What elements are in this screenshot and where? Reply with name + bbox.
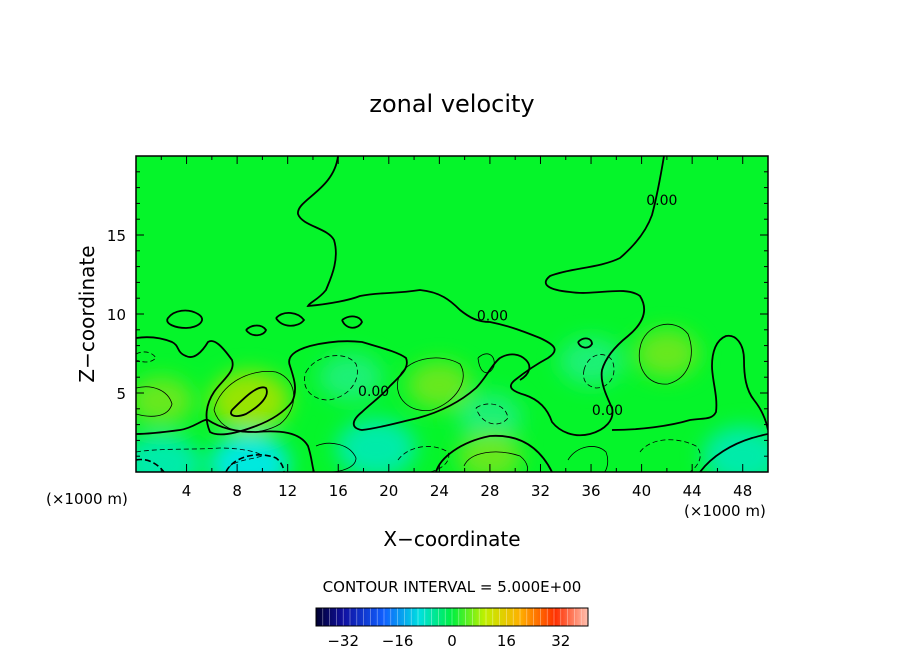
colorbar-tick-label: 16: [497, 632, 516, 650]
zero-contour-middle: [136, 336, 531, 436]
zero-contours: [136, 156, 768, 472]
strong-negative-contours: [136, 454, 285, 472]
contour-label-4: 0.00: [592, 403, 623, 419]
colorbar-stripes: [322, 608, 582, 626]
zero-contour-positive-core: [230, 386, 268, 417]
zero-contour-lower: [136, 418, 315, 472]
field-feature-1: [209, 370, 290, 431]
positive-contour-5: [477, 353, 495, 374]
x-tick-label: 4: [182, 482, 192, 500]
positive-contour-1: [213, 370, 295, 433]
x-tick-label: 48: [733, 482, 752, 500]
x-tick-label: 28: [480, 482, 499, 500]
colorbar-ticks: −32 −16 0 16 32: [327, 632, 570, 650]
colorbar-tick-label: −32: [327, 632, 359, 650]
x-tick-label: 32: [531, 482, 550, 500]
zero-contour-small-4: [577, 337, 593, 349]
x-tick-label: 12: [278, 482, 297, 500]
x-tick-label: 44: [683, 482, 702, 500]
x-unit-left: (×1000 m): [46, 490, 128, 508]
colorbar-frame: [315, 607, 589, 627]
field-feature-4: [136, 376, 194, 425]
x-axis-label: X−coordinate: [383, 527, 520, 551]
field-feature-5: [318, 353, 383, 402]
x-axis: 4 8 12 16 20 24 28 32 36 40 44 48: [160, 156, 752, 500]
negative-contour-2: [583, 354, 615, 389]
y-axis-label: Z−coordinate: [75, 245, 99, 382]
negative-contour-strong-1: [225, 454, 285, 472]
zero-contour-right: [611, 334, 768, 431]
y-tick-label: 5: [116, 385, 126, 403]
x-tick-label: 36: [581, 482, 600, 500]
colorbar: −32 −16 0 16 32: [315, 607, 589, 650]
field-feature-6: [457, 392, 522, 441]
x-unit-right: (×1000 m): [684, 502, 766, 520]
positive-contours: [136, 323, 692, 472]
negative-contour-strong-2: [136, 458, 165, 472]
negative-contour-4: [397, 446, 450, 472]
positive-contour-7: [315, 442, 357, 472]
zero-contour-right-bottom: [699, 433, 768, 472]
negative-contour-3: [136, 447, 263, 472]
field-feature-8: [209, 434, 290, 472]
x-tick-label: 24: [430, 482, 449, 500]
y-tick-label: 10: [107, 306, 126, 324]
positive-contour-6: [463, 451, 529, 472]
x-tick-label: 16: [329, 482, 348, 500]
contour-interval-text: CONTOUR INTERVAL = 5.000E+00: [323, 578, 582, 596]
zero-contour-bottom-arc: [435, 434, 553, 472]
y-axis: 5 10 15: [107, 171, 768, 457]
negative-contour-5: [639, 439, 701, 472]
colorbar-tick-label: −16: [382, 632, 414, 650]
zero-contour-small-1: [245, 324, 267, 337]
zero-contour-small-3: [341, 315, 363, 329]
field-feature-3: [634, 329, 699, 378]
field-feature-9: [136, 434, 202, 472]
zero-contour-small-2: [275, 312, 306, 327]
field-feature-7: [559, 337, 624, 386]
contour-label-3: 0.00: [358, 384, 389, 400]
x-tick-label: 40: [632, 482, 651, 500]
zero-contour-left-bump: [166, 309, 203, 329]
chart-title: zonal velocity: [369, 90, 534, 118]
field-feature-10: [457, 432, 522, 472]
contour-labels: 0.00 0.00 0.00 0.00: [358, 193, 677, 419]
positive-contour-3: [638, 323, 692, 385]
plot-area: 0.00 0.00 0.00 0.00: [136, 156, 768, 472]
colorbar-tick-label: 32: [551, 632, 570, 650]
colorbar-tick-label: 0: [447, 632, 457, 650]
contour-label-2: 0.00: [477, 308, 508, 324]
positive-contour-2: [397, 357, 464, 411]
negative-contours: [136, 351, 701, 472]
positive-contour-4: [136, 386, 173, 417]
y-tick-label: 15: [107, 227, 126, 245]
negative-contour-7: [475, 403, 509, 425]
negative-contour-1: [304, 355, 358, 401]
field-features: [136, 329, 768, 472]
x-tick-label: 8: [232, 482, 242, 500]
field-feature-2: [407, 361, 472, 410]
contour-label-1: 0.00: [646, 193, 677, 209]
positive-contour-8: [567, 446, 609, 472]
x-tick-label: 20: [379, 482, 398, 500]
zero-contour-upper: [297, 156, 665, 437]
